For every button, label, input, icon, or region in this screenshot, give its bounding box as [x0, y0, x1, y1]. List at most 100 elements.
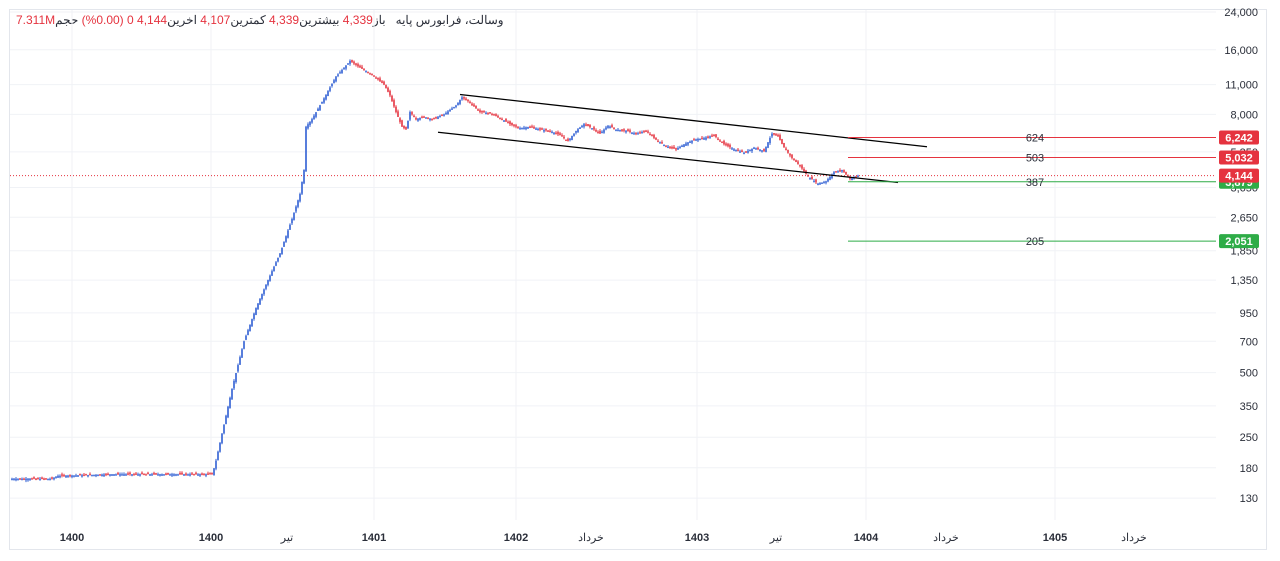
candle-body — [411, 112, 413, 115]
candle-body — [293, 212, 295, 220]
candle-body — [495, 114, 497, 117]
candle-body — [275, 262, 277, 266]
candle-body — [375, 77, 377, 79]
candle-body — [197, 474, 199, 476]
candle-body — [725, 143, 727, 146]
candle-body — [765, 146, 767, 152]
candle-body — [693, 139, 695, 141]
candle-body — [91, 474, 93, 477]
candle-body — [53, 477, 55, 480]
candle-body — [603, 129, 605, 133]
candle-body — [807, 175, 809, 177]
candle-body — [49, 478, 51, 481]
candle-body — [789, 153, 791, 156]
candle-body — [847, 175, 849, 178]
candle-body — [699, 138, 701, 141]
candle-body — [817, 183, 819, 186]
candle-body — [691, 140, 693, 143]
candle-body — [819, 183, 821, 185]
candle-body — [473, 104, 475, 107]
candle-body — [43, 478, 45, 480]
candle-body — [97, 474, 99, 477]
candle-body — [141, 472, 143, 475]
candle-body — [47, 478, 49, 481]
candle-body — [255, 308, 257, 315]
candle-body — [453, 106, 455, 109]
candle-body — [393, 100, 395, 107]
candle-body — [89, 473, 91, 476]
candle-body — [457, 102, 459, 106]
candle-body — [555, 132, 557, 135]
candle-body — [579, 127, 581, 130]
candle-body — [25, 478, 27, 481]
candle-body — [231, 388, 233, 400]
price-badge-label: 2,051 — [1225, 236, 1253, 248]
candle-body — [271, 271, 273, 276]
candle-body — [431, 118, 433, 121]
candle-body — [733, 149, 735, 151]
candle-body — [545, 128, 547, 131]
candle-body — [295, 206, 297, 212]
candle-body — [205, 474, 207, 476]
candle-body — [163, 474, 165, 476]
candle-body — [591, 128, 593, 130]
candle-body — [605, 127, 607, 130]
close-label: اخرین — [167, 13, 197, 27]
candle-body — [813, 180, 815, 183]
candle-body — [657, 140, 659, 143]
candle-body — [823, 181, 825, 184]
candle-body — [383, 81, 385, 85]
candle-body — [317, 108, 319, 111]
candle-body — [229, 397, 231, 409]
candle-body — [29, 478, 31, 481]
candle-body — [619, 130, 621, 132]
candle-body — [833, 172, 835, 175]
candle-body — [307, 124, 309, 129]
candle-body — [63, 474, 65, 477]
candle-body — [651, 134, 653, 137]
candle-body — [213, 468, 215, 476]
y-tick-label: 2,650 — [1230, 212, 1258, 224]
candle-body — [687, 142, 689, 145]
candle-body — [145, 474, 147, 476]
candle-body — [177, 474, 179, 476]
candle-body — [401, 120, 403, 127]
candle-body — [443, 114, 445, 116]
open-label: باز — [372, 13, 386, 27]
candle-body — [755, 148, 757, 150]
candle-body — [561, 135, 563, 137]
candle-body — [677, 148, 679, 150]
candle-body — [575, 130, 577, 133]
level-label: 387 — [1026, 177, 1044, 189]
price-badge — [1219, 150, 1259, 165]
candle-body — [285, 236, 287, 242]
y-tick-label: 950 — [1240, 308, 1258, 320]
candle-body — [207, 473, 209, 475]
candle-body — [647, 131, 649, 133]
candle-body — [509, 121, 511, 125]
candle-body — [87, 474, 89, 477]
y-tick-label: 180 — [1240, 463, 1258, 475]
x-tick-label: تیر — [280, 532, 293, 544]
candle-body — [523, 127, 525, 130]
candle-body — [303, 170, 305, 184]
x-tick-label: 1405 — [1043, 532, 1067, 544]
candle-body — [845, 171, 847, 175]
candle-body — [95, 474, 97, 477]
candle-body — [51, 477, 53, 479]
candle-body — [497, 115, 499, 118]
candle-body — [611, 125, 613, 128]
candle-body — [435, 116, 437, 119]
candle-body — [409, 112, 411, 120]
candle-body — [649, 133, 651, 136]
candle-body — [511, 122, 513, 125]
candle-body — [659, 142, 661, 144]
candle-body — [315, 112, 317, 117]
candle-body — [719, 140, 721, 142]
y-tick-label: 16,000 — [1224, 45, 1258, 57]
candle-body — [729, 144, 731, 148]
y-tick-label: 24,000 — [1224, 7, 1258, 19]
candle-body — [695, 139, 697, 141]
candle-body — [377, 77, 379, 80]
